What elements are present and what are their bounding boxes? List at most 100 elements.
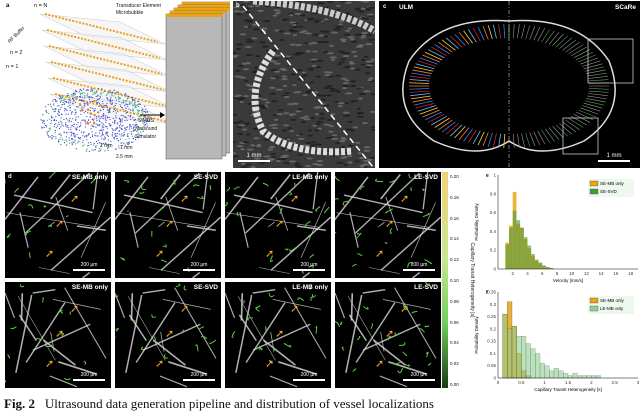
legend-swatch [590, 189, 598, 194]
microbubble [58, 115, 59, 116]
microbubble [116, 138, 117, 139]
speckle [306, 90, 313, 92]
capillary [312, 294, 315, 297]
microbubble [115, 93, 116, 94]
speckle [362, 122, 368, 124]
microbubble [51, 117, 52, 118]
microbubble [48, 136, 49, 137]
microbubble [57, 113, 58, 114]
microbubble [91, 144, 92, 145]
speckle [357, 11, 364, 13]
microbubble [124, 127, 125, 128]
speckle [252, 71, 256, 73]
microbubble [67, 125, 68, 126]
scare-vessel [549, 128, 559, 140]
microbubble [69, 140, 70, 141]
bmode-image [233, 1, 375, 168]
speckle [233, 141, 236, 143]
arrow-icon: ➚ [265, 358, 274, 370]
microbubble [58, 139, 59, 140]
scalebar: 200 µm [73, 372, 105, 381]
microbubble [84, 112, 85, 113]
microbubble [130, 110, 131, 111]
arrow-icon: ➚ [275, 218, 284, 230]
microbubble [104, 139, 105, 140]
speckle [371, 126, 375, 128]
microbubble [42, 122, 43, 123]
microbubble [75, 140, 76, 141]
speckle [282, 129, 286, 131]
microbubble [100, 110, 101, 111]
microbubble [124, 134, 125, 135]
microbubble [92, 134, 93, 135]
speckle [315, 76, 321, 78]
microbubble [87, 93, 88, 94]
microbubble [87, 122, 89, 124]
speckle [324, 18, 328, 20]
microbubble [72, 103, 73, 104]
histogram-bar [596, 376, 601, 378]
microbubble [108, 136, 109, 137]
speckle [310, 81, 314, 83]
speckle [357, 116, 365, 118]
microbubble [107, 132, 108, 133]
vessel [297, 226, 326, 230]
speckle [310, 117, 315, 119]
microbubble [78, 138, 79, 139]
microbubble [122, 120, 123, 121]
vessel [116, 213, 209, 228]
microbubble [117, 133, 118, 134]
capillary [422, 189, 424, 191]
microbubble [66, 132, 67, 133]
microbubble [92, 97, 93, 98]
speckle [233, 114, 237, 116]
ulm-vessel [431, 116, 447, 125]
speckle [271, 153, 276, 155]
speckle [254, 67, 259, 69]
ulm-vessel [499, 24, 501, 38]
microbubble [45, 106, 46, 107]
speckle [319, 117, 326, 119]
x-tick-label: 2 [590, 380, 593, 385]
microbubble [120, 123, 121, 124]
speckle [244, 80, 248, 82]
microbubble [104, 105, 105, 106]
microbubble [118, 101, 119, 102]
microbubble [76, 148, 77, 149]
microbubble [60, 121, 61, 122]
microbubble [103, 127, 104, 128]
microbubble [45, 125, 46, 126]
microbubble [125, 104, 126, 105]
x-axis-label: Velocity [mm/s] [553, 278, 583, 283]
ulm-vessel [420, 108, 438, 114]
arrow-icon: ➚ [45, 248, 54, 260]
histogram-bar [582, 376, 587, 378]
speckle [329, 45, 334, 47]
speckle [305, 165, 311, 167]
microbubble [102, 132, 103, 133]
y-tick-label: 0.4 [490, 229, 497, 234]
microbubble [96, 116, 97, 117]
microbubble [121, 133, 122, 134]
microbubble [137, 112, 138, 113]
histogram-bar [554, 368, 559, 378]
speckle [281, 78, 288, 80]
capillary [335, 175, 340, 180]
vessel [381, 175, 401, 199]
capillary [248, 318, 253, 320]
microbubble [72, 94, 73, 95]
microbubble [96, 96, 97, 97]
speckle [365, 66, 371, 68]
microbubble [61, 98, 62, 99]
microbubble [129, 138, 130, 139]
speckle [364, 72, 370, 74]
microbubble [71, 135, 72, 136]
microbubble [72, 143, 73, 144]
microbubble [101, 117, 102, 118]
speckle [343, 34, 350, 36]
x-tick-label: 12 [584, 271, 590, 276]
microbubble [92, 88, 93, 89]
speckle [368, 7, 375, 9]
microbubble [97, 102, 98, 103]
speckle [348, 27, 352, 29]
